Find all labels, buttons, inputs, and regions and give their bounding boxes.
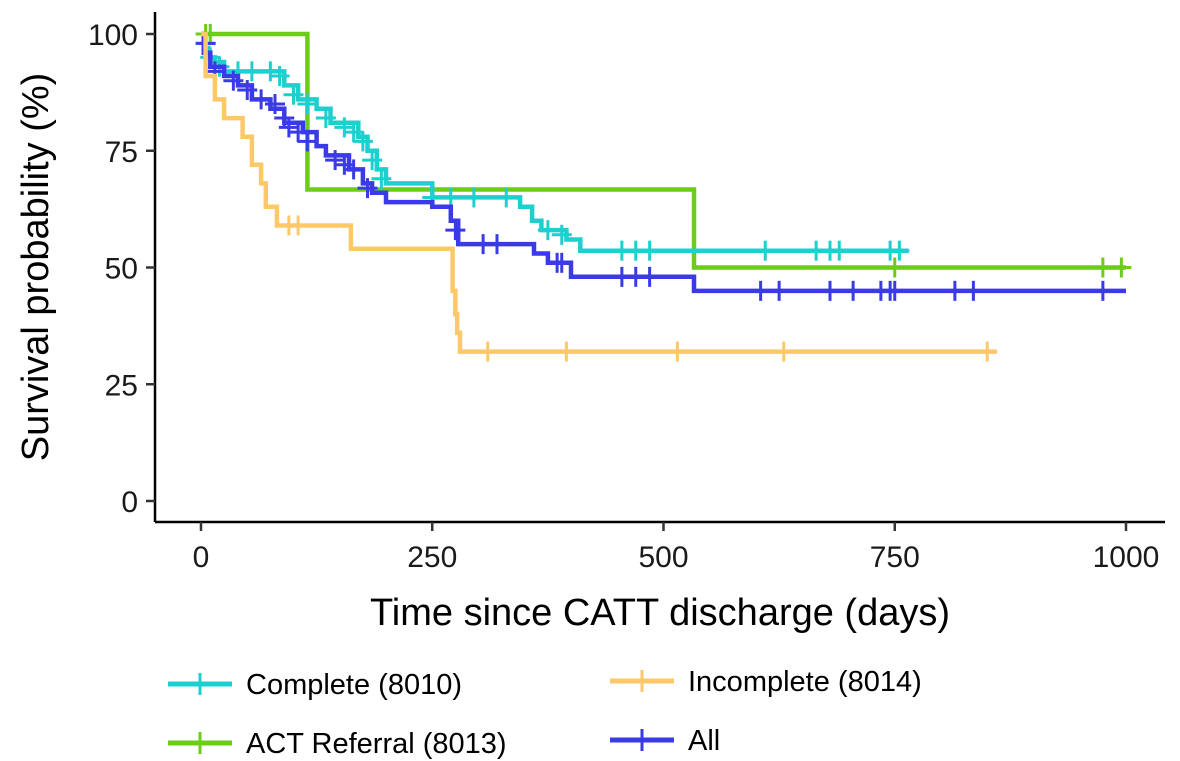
legend-item: ACT Referral (8013) bbox=[168, 728, 507, 760]
y-tick-label: 100 bbox=[88, 19, 138, 52]
censor-mark bbox=[371, 168, 392, 189]
censor-mark bbox=[551, 252, 572, 273]
censor-mark bbox=[283, 84, 304, 105]
legend-label: Incomplete (8014) bbox=[688, 666, 922, 698]
censor-mark bbox=[820, 280, 840, 301]
survival-curve bbox=[201, 31, 1126, 294]
legend-item: All bbox=[610, 725, 720, 757]
censor-mark bbox=[288, 122, 309, 143]
x-tick-label: 0 bbox=[193, 541, 210, 574]
censor-mark bbox=[1092, 257, 1113, 278]
censor-mark bbox=[274, 108, 295, 129]
x-tick-label: 250 bbox=[407, 541, 457, 574]
censor-mark bbox=[829, 240, 850, 261]
censor-mark bbox=[357, 178, 378, 199]
censor-mark bbox=[362, 150, 383, 171]
censor-mark bbox=[1111, 257, 1132, 278]
legend-label: All bbox=[688, 725, 720, 757]
censor-mark bbox=[639, 240, 660, 261]
censor-mark bbox=[440, 187, 461, 208]
y-tick-label: 50 bbox=[105, 253, 138, 286]
censor-mark bbox=[477, 341, 498, 362]
censor-mark bbox=[269, 66, 290, 87]
survival-curve bbox=[201, 31, 909, 253]
legend-item: Incomplete (8014) bbox=[610, 666, 922, 698]
censor-mark bbox=[260, 61, 281, 82]
censor-mark bbox=[325, 150, 346, 171]
censor-mark bbox=[496, 187, 517, 208]
legend-key bbox=[610, 729, 674, 751]
ticks-layer: 0 250 500 750 1000 0 25 50 75 100 bbox=[88, 19, 1159, 574]
y-tick-label: 25 bbox=[105, 369, 138, 402]
legend-key bbox=[168, 732, 232, 754]
censor-mark bbox=[334, 117, 355, 138]
series-act-referral-8013 bbox=[195, 24, 1132, 278]
censor-mark bbox=[843, 280, 864, 301]
legend-item: Complete (8010) bbox=[168, 669, 462, 701]
censor-mark bbox=[551, 224, 572, 245]
censor-mark bbox=[1092, 280, 1113, 301]
y-tick-label: 75 bbox=[105, 136, 138, 169]
censor-mark bbox=[297, 131, 318, 152]
censor-mark bbox=[556, 341, 577, 362]
survival-curve bbox=[201, 31, 1126, 270]
censor-mark bbox=[769, 280, 790, 301]
censor-mark bbox=[288, 215, 309, 236]
x-tick-label: 750 bbox=[870, 541, 920, 574]
censor-mark bbox=[241, 61, 262, 82]
x-tick-label: 500 bbox=[638, 541, 688, 574]
censor-mark bbox=[773, 341, 794, 362]
censor-mark bbox=[537, 220, 558, 241]
series-incomplete-8014 bbox=[201, 31, 998, 362]
legend-label: Complete (8010) bbox=[246, 669, 462, 701]
censor-mark bbox=[265, 94, 285, 115]
censor-mark bbox=[944, 280, 965, 301]
series-all bbox=[195, 31, 1126, 301]
censor-mark bbox=[343, 159, 364, 180]
x-tick-label: 1000 bbox=[1093, 541, 1160, 574]
x-axis-title: Time since CATT discharge (days) bbox=[370, 592, 950, 634]
censor-mark bbox=[237, 80, 258, 101]
censor-mark bbox=[639, 266, 660, 287]
censor-mark bbox=[889, 240, 910, 261]
survival-curve bbox=[201, 31, 997, 354]
censor-mark bbox=[963, 280, 984, 301]
y-axis-title: Survival probability (%) bbox=[15, 73, 57, 462]
legend-label: ACT Referral (8013) bbox=[246, 728, 507, 760]
censor-mark bbox=[251, 89, 272, 110]
legend-key bbox=[168, 673, 232, 695]
legend: Complete (8010) Incomplete (8014) ACT Refe… bbox=[168, 666, 922, 760]
censor-mark bbox=[750, 280, 771, 301]
legend-key bbox=[610, 670, 674, 692]
censor-mark bbox=[884, 280, 905, 301]
censor-mark bbox=[487, 234, 507, 255]
censor-mark bbox=[667, 341, 688, 362]
censor-mark bbox=[352, 131, 373, 152]
y-tick-label: 0 bbox=[121, 486, 138, 519]
censor-mark bbox=[755, 240, 776, 261]
censor-mark bbox=[884, 257, 905, 278]
censor-mark bbox=[223, 70, 244, 91]
censor-mark bbox=[463, 187, 484, 208]
censor-mark bbox=[297, 94, 318, 115]
censor-mark bbox=[334, 154, 355, 175]
censor-mark bbox=[977, 341, 998, 362]
censor-mark bbox=[343, 122, 364, 143]
series-layer bbox=[195, 24, 1132, 362]
censor-mark bbox=[445, 220, 466, 241]
censor-mark bbox=[278, 117, 299, 138]
censor-mark bbox=[315, 108, 336, 129]
